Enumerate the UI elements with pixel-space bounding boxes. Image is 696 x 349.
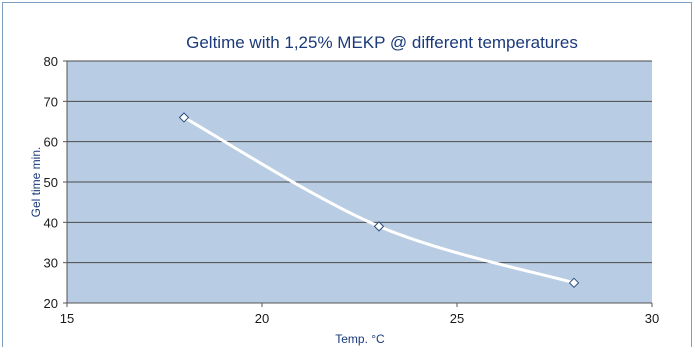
y-tick-label: 40 bbox=[44, 215, 58, 230]
y-tick-label: 60 bbox=[44, 135, 58, 150]
x-tick-label: 25 bbox=[450, 311, 464, 326]
chart-title: Geltime with 1,25% MEKP @ different temp… bbox=[186, 33, 578, 52]
data-point-marker bbox=[568, 277, 580, 289]
y-tick-label: 50 bbox=[44, 175, 58, 190]
data-point-marker bbox=[178, 112, 190, 123]
y-tick-label: 30 bbox=[44, 256, 58, 271]
x-tick-label: 30 bbox=[645, 311, 659, 326]
x-axis-title: Temp. °C bbox=[335, 332, 385, 346]
axes bbox=[63, 60, 653, 307]
gridlines bbox=[67, 60, 652, 264]
y-axis-title: Gel time min. bbox=[29, 147, 43, 218]
y-tick-label: 80 bbox=[44, 54, 58, 69]
data-point-marker bbox=[373, 221, 385, 232]
y-tick-label: 70 bbox=[44, 94, 58, 109]
y-tick-label: 20 bbox=[44, 296, 58, 311]
x-tick-label: 15 bbox=[60, 311, 74, 326]
series bbox=[178, 112, 580, 289]
x-tick-label: 20 bbox=[255, 311, 269, 326]
